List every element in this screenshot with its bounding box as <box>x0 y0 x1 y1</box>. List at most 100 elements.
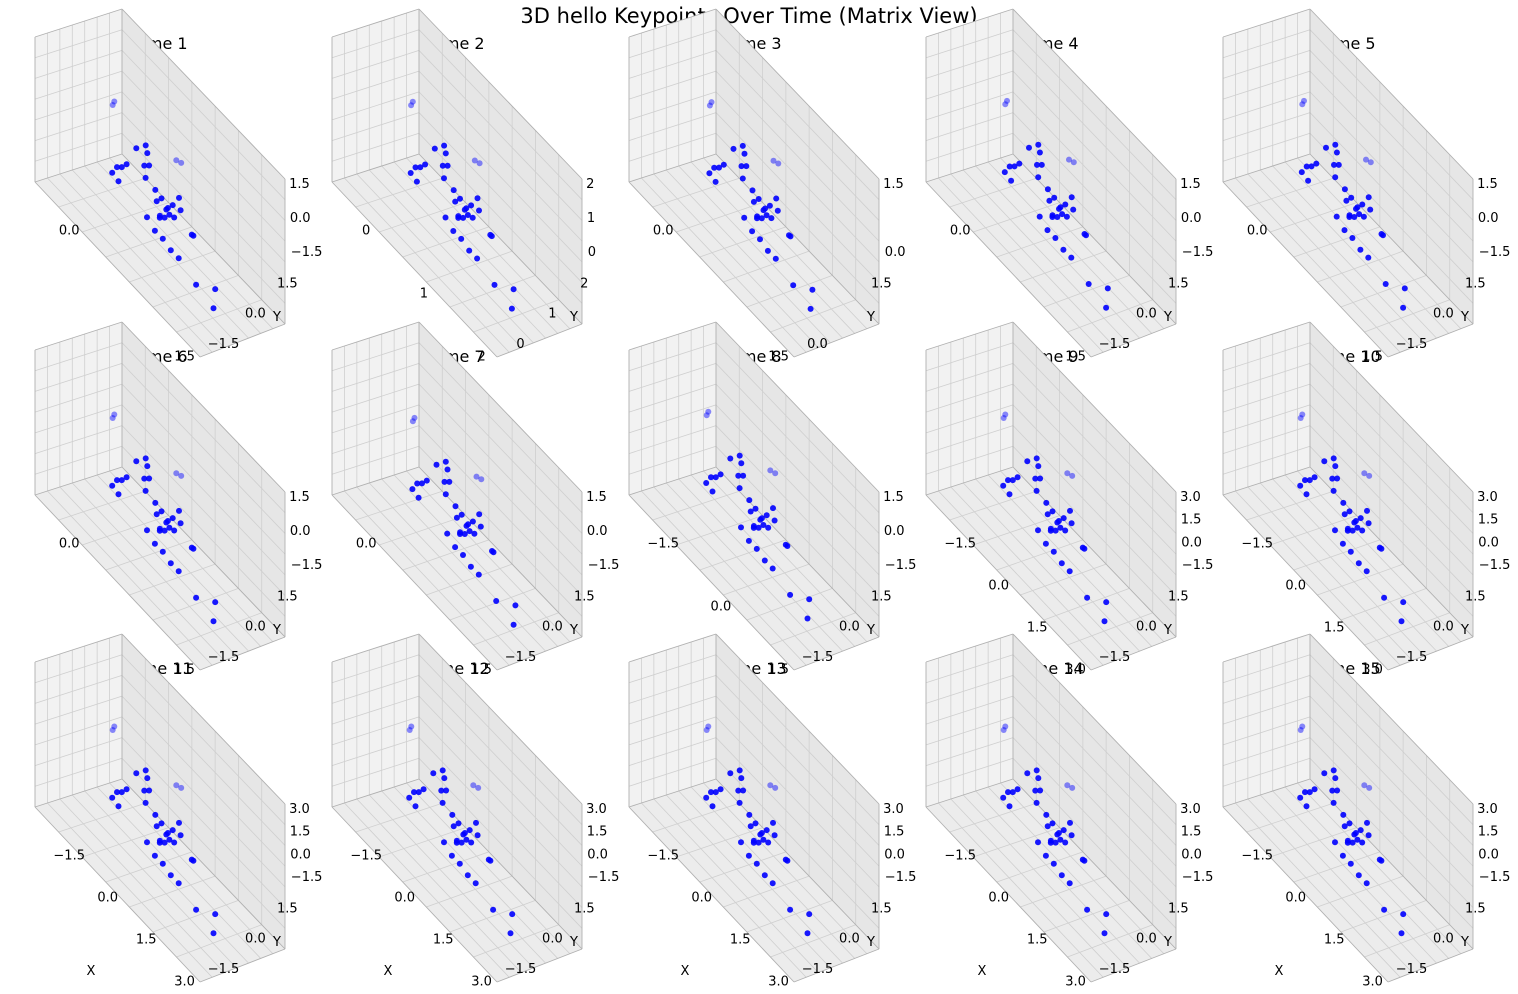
pane-edge <box>1222 633 1311 663</box>
z-tick-label: 1.5 <box>289 177 310 192</box>
pane-edge <box>331 494 498 671</box>
keypoint-marker <box>169 202 176 209</box>
keypoint-marker <box>1341 227 1348 234</box>
grid-line <box>676 202 763 233</box>
pane-edge <box>925 153 1014 183</box>
grid-line <box>1309 383 1474 555</box>
pane-edge <box>1387 948 1474 983</box>
grid-line <box>379 515 466 546</box>
grid-line <box>381 165 546 339</box>
keypoint-marker <box>705 723 712 730</box>
grid-line <box>1309 695 1474 867</box>
grid-line <box>356 798 522 973</box>
pane-edge <box>34 633 123 663</box>
grid-line <box>1067 924 1153 958</box>
keypoint-marker <box>1343 197 1350 204</box>
keypoint-marker <box>458 511 465 518</box>
x-tick-label: 0.0 <box>988 890 1009 905</box>
grid-line <box>1270 202 1357 233</box>
y-tick-label: 0.0 <box>245 307 266 322</box>
grid-line <box>381 790 546 964</box>
z-tick-label: 1.5 <box>883 490 904 505</box>
grid-line <box>653 486 819 661</box>
keypoint-marker <box>1329 475 1336 482</box>
grid-line <box>925 716 1014 746</box>
yz-pane <box>926 322 1013 495</box>
grid-line <box>96 161 262 334</box>
grid-line <box>96 786 262 959</box>
pane-edge <box>1222 181 1389 358</box>
keypoint-marker <box>1047 525 1054 532</box>
keypoint-marker <box>1049 212 1056 219</box>
grid-line <box>715 654 880 825</box>
grid-line <box>628 29 717 59</box>
xz-pane <box>1013 322 1176 637</box>
x-tick-label: 3.0 <box>1065 663 1086 678</box>
keypoint-marker <box>804 930 811 937</box>
keypoint-marker <box>758 830 765 836</box>
keypoint-marker <box>1049 820 1056 827</box>
keypoint-marker <box>809 286 816 293</box>
grid-line <box>1259 482 1425 657</box>
grid-line <box>1222 404 1311 434</box>
subplot-frame-14: Frame 14−1.50.01.53.0−1.50.01.5−1.50.01.… <box>891 633 1213 990</box>
y-tick-label: 0.0 <box>1433 307 1454 322</box>
grid-line <box>1067 612 1153 646</box>
keypoint-marker <box>1378 857 1385 864</box>
keypoint-marker <box>1344 837 1351 844</box>
keypoint-marker <box>787 233 794 240</box>
keypoint-marker <box>190 545 197 552</box>
grid-line <box>996 851 1083 883</box>
keypoint-marker <box>755 839 762 846</box>
keypoint-marker <box>1033 799 1040 806</box>
keypoint-marker <box>142 142 149 149</box>
keypoint-marker <box>1037 787 1044 794</box>
grid-line <box>925 425 1014 454</box>
x-axis-label: X <box>681 964 690 979</box>
keypoint-marker <box>1303 491 1310 498</box>
keypoint-marker <box>1059 211 1066 218</box>
grid-line <box>418 50 583 221</box>
yz-pane <box>1223 322 1310 495</box>
keypoint-marker <box>1365 832 1372 839</box>
y-tick-label: 1.5 <box>1465 277 1486 292</box>
grid-line <box>34 716 123 746</box>
keypoint-marker <box>420 786 427 793</box>
subplot-frame-11: Frame 11−1.50.01.53.0−1.50.01.5−1.50.01.… <box>0 633 322 990</box>
grid-line <box>973 202 1060 233</box>
y-axis-label: Y <box>866 310 875 325</box>
keypoint-marker <box>703 480 710 486</box>
grid-line <box>34 695 123 725</box>
keypoint-marker <box>1057 204 1064 211</box>
z-tick-label: 3.0 <box>1180 802 1201 817</box>
keypoint-marker <box>144 150 151 157</box>
grid-line <box>109 470 274 642</box>
keypoint-marker <box>741 150 748 157</box>
grid-line <box>418 404 583 576</box>
keypoint-marker <box>406 794 413 801</box>
keypoint-marker <box>1400 911 1407 918</box>
keypoint-marker <box>772 255 779 262</box>
keypoint-marker <box>487 857 494 864</box>
keypoint-marker <box>1398 618 1405 625</box>
keypoint-marker <box>1104 285 1111 292</box>
pane-edge <box>199 636 286 671</box>
grid-line <box>402 851 489 883</box>
keypoint-marker <box>1034 161 1040 168</box>
keypoint-marker <box>452 503 459 510</box>
keypoint-marker <box>409 98 416 105</box>
keypoint-marker <box>412 803 419 810</box>
pane-edge <box>1012 466 1177 638</box>
z-tick-label: 3.0 <box>883 802 904 817</box>
keypoint-marker <box>765 524 772 531</box>
x-tick-label: −1.5 <box>53 848 85 863</box>
xz-pane <box>1013 634 1176 949</box>
keypoint-marker <box>747 823 754 830</box>
pane-edge <box>925 8 1014 38</box>
keypoint-marker <box>133 458 140 465</box>
keypoint-marker <box>1036 213 1043 220</box>
keypoint-marker <box>772 470 779 477</box>
grid-line <box>105 226 192 258</box>
x-axis-label: X <box>87 964 96 979</box>
keypoint-marker <box>417 164 424 171</box>
